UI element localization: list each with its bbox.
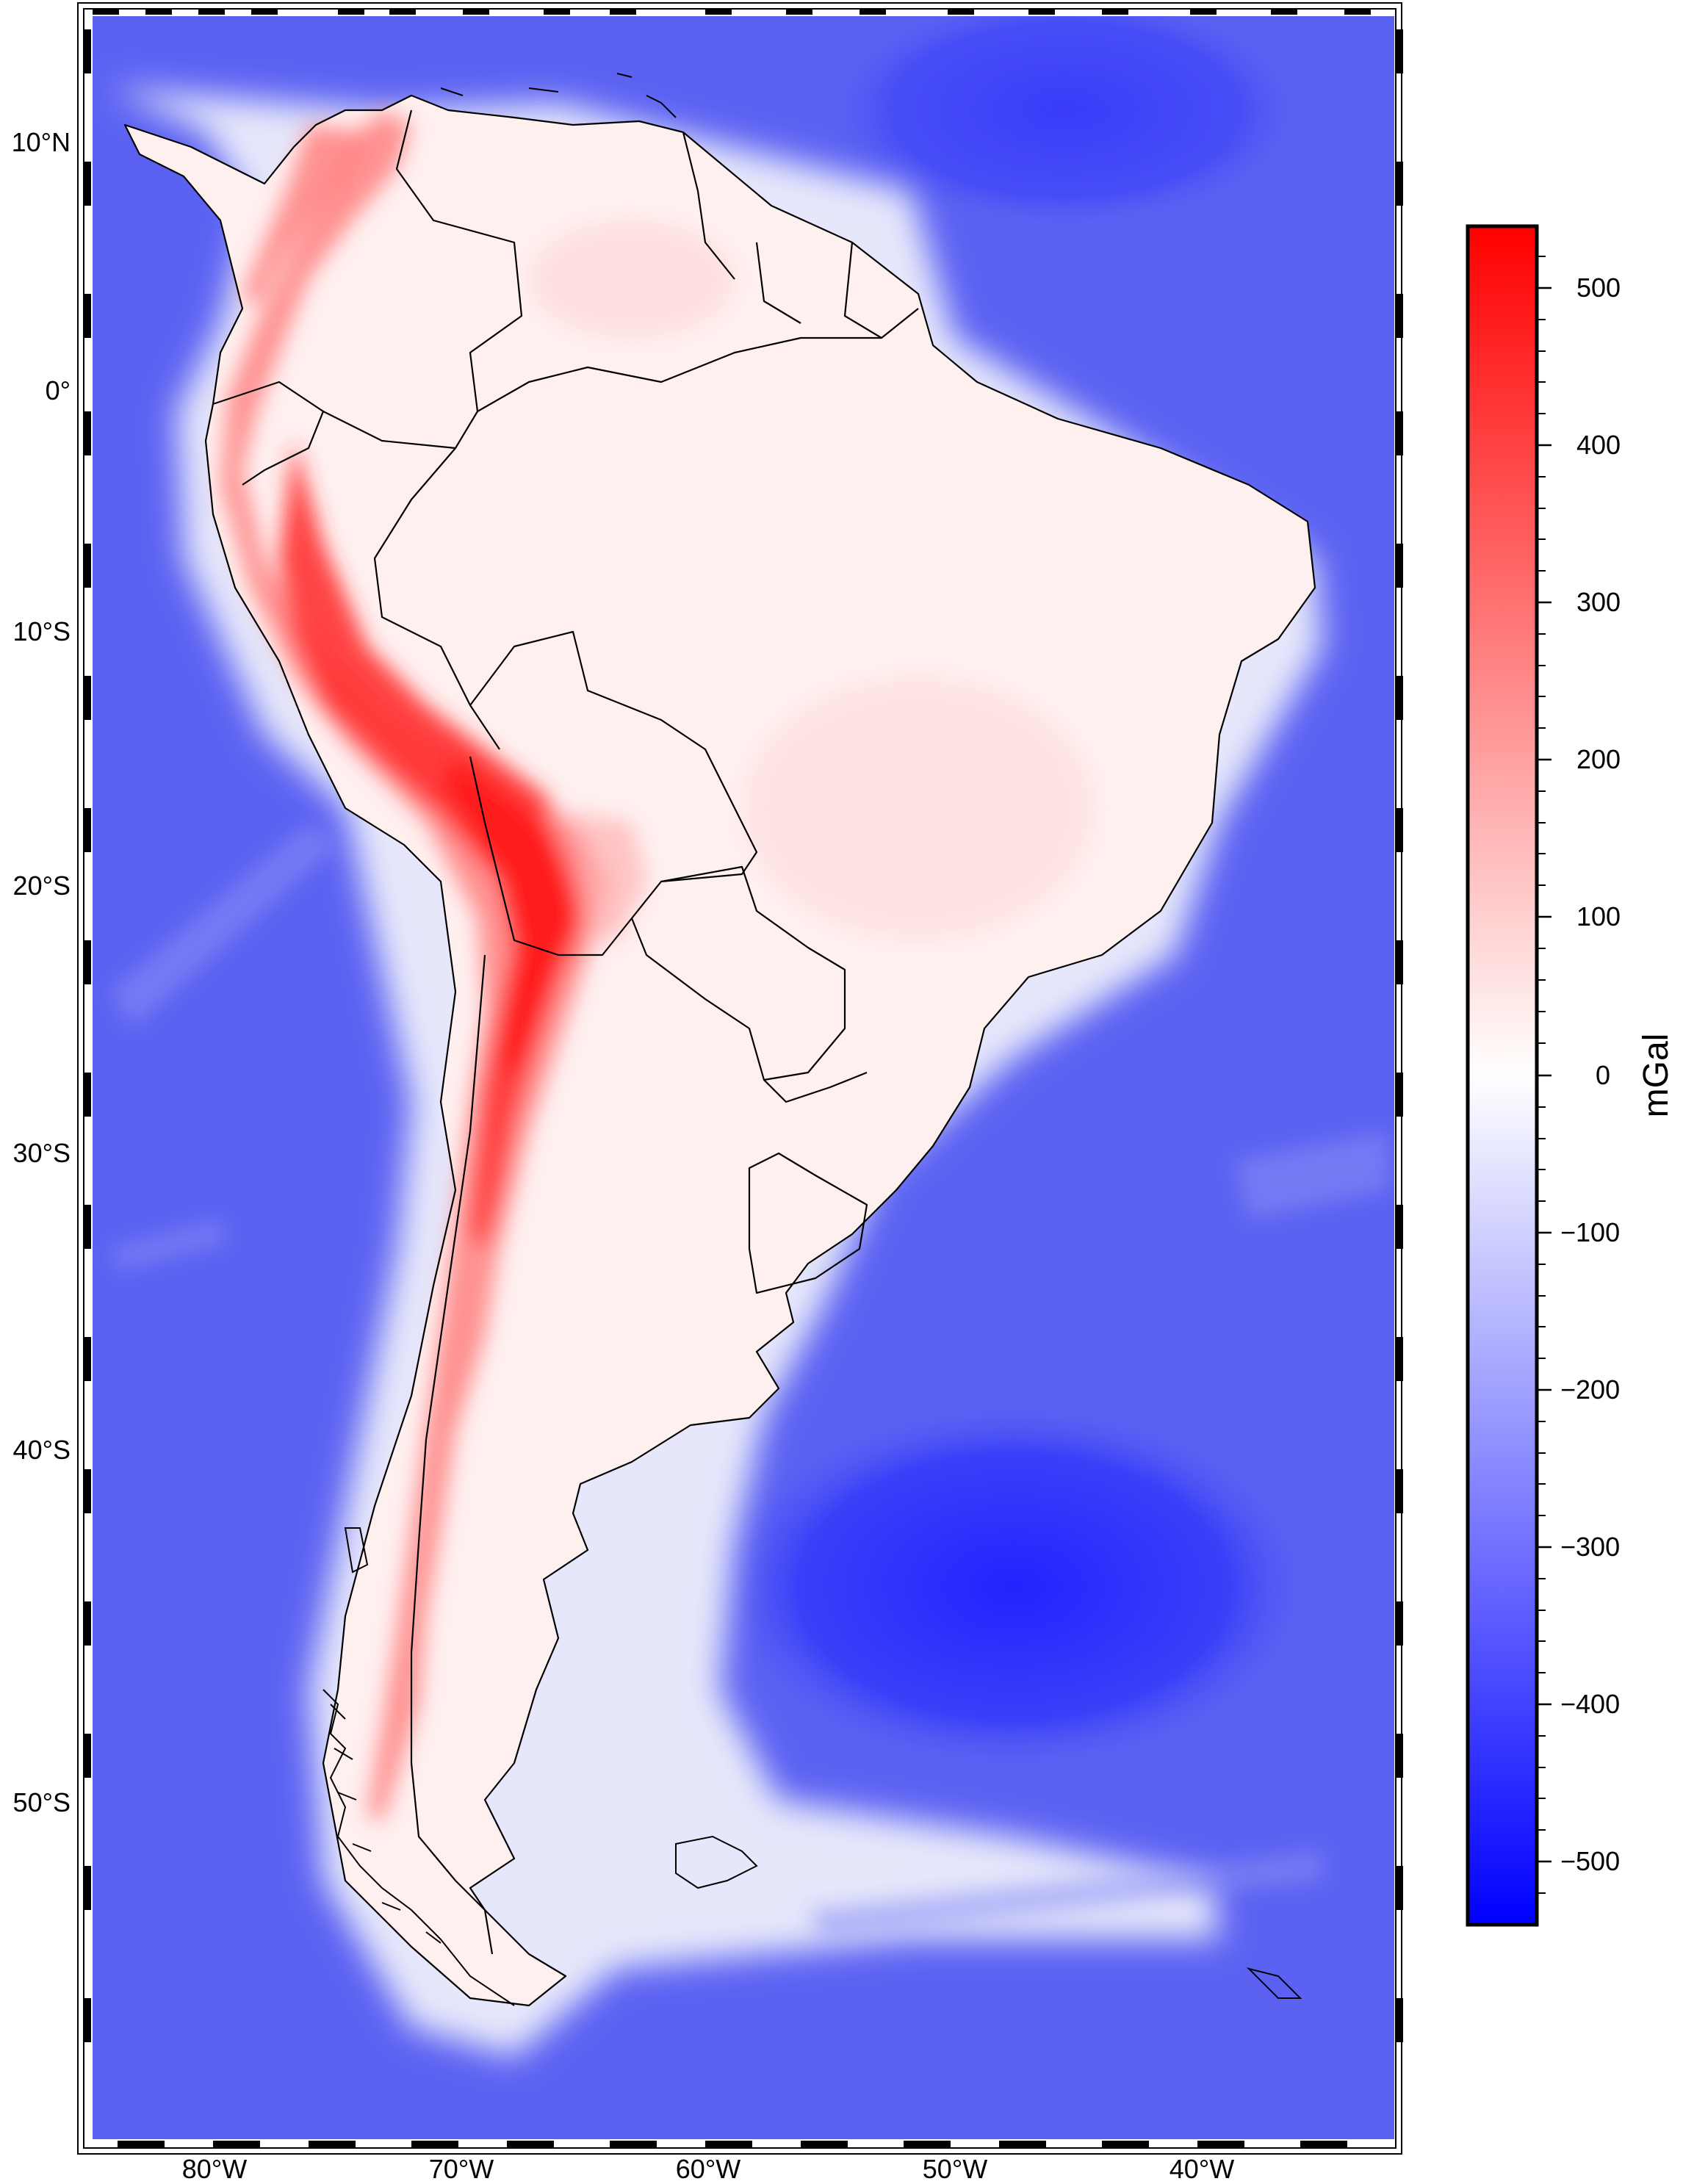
colorbar: 500 400 300 200 100 0 −100 −200 −300 −40…: [1466, 224, 1676, 1927]
lon-label: 80°W: [182, 2154, 247, 2184]
offshore-ridges: [110, 823, 1388, 1939]
colorbar-label: 200: [1576, 744, 1621, 774]
gravity-field: [93, 16, 1394, 2139]
border-paraguay: [630, 865, 846, 1081]
falkland-islands: [675, 1835, 758, 1889]
frame-checker-left: [84, 29, 91, 2042]
borders: [123, 94, 1316, 2007]
colorbar-label: 0: [1596, 1060, 1610, 1090]
caribbean-islands: [440, 73, 677, 118]
border-ecuador-peru: [212, 381, 325, 486]
border-argentina-brazil: [763, 1071, 868, 1103]
andes-anomaly: [220, 110, 646, 1822]
atlantic-basin-low: [705, 1396, 1322, 1778]
border-brazil-north: [477, 308, 919, 412]
lat-label: 0°: [46, 375, 71, 406]
lat-label: 50°S: [13, 1787, 71, 1817]
frame-checker-top: [93, 9, 1371, 15]
colorbar-unit: mGal: [1637, 1034, 1676, 1118]
border-bolivia: [469, 630, 758, 956]
patagonia-fjords: [322, 1689, 515, 2006]
lat-label: 10°N: [12, 127, 71, 157]
frame-checker-bottom: [118, 2141, 1347, 2148]
frame-checker-right: [1396, 29, 1403, 2042]
colorbar-label: −200: [1560, 1374, 1620, 1405]
caribbean-low: [815, 16, 1315, 235]
border-uruguay: [748, 1152, 868, 1294]
colorbar-label: −100: [1560, 1217, 1620, 1247]
lon-label: 40°W: [1170, 2154, 1234, 2184]
lat-label: 30°S: [13, 1138, 71, 1168]
coastline: [123, 94, 1316, 2007]
guiana-shield-anomaly: [529, 220, 735, 338]
lon-label: 70°W: [429, 2154, 494, 2184]
colorbar-minor-ticks: [1537, 256, 1546, 1894]
colorbar-major-ticks: [1537, 286, 1552, 1863]
border-colombia-peru: [322, 411, 478, 450]
lon-label: 50°W: [923, 2154, 987, 2184]
colorbar-label: −400: [1560, 1689, 1620, 1719]
lat-label: 20°S: [13, 871, 71, 901]
latitude-axis: 10°N 0° 10°S 20°S 30°S 40°S 50°S: [12, 127, 71, 1817]
brazil-highland-anomaly: [742, 676, 1095, 940]
lat-label: 10°S: [13, 616, 71, 646]
south-georgia: [1246, 1967, 1302, 1999]
border-suriname-guiana: [843, 242, 882, 339]
colorbar-tick-labels: 500 400 300 200 100 0 −100 −200 −300 −40…: [1560, 273, 1621, 1876]
lat-label: 40°S: [13, 1435, 71, 1465]
border-colombia-venezuela: [395, 109, 523, 412]
colorbar-ramp: [1466, 224, 1539, 1927]
border-guyana-suriname: [755, 242, 801, 324]
border-venezuela-guyana: [682, 131, 735, 280]
longitude-axis: 80°W 70°W 60°W 50°W 40°W: [182, 2154, 1234, 2184]
colorbar-label: 500: [1576, 273, 1621, 303]
colorbar-label: 400: [1576, 430, 1621, 460]
chiloe-island: [344, 1527, 369, 1574]
colorbar-label: 300: [1576, 587, 1621, 617]
lon-label: 60°W: [676, 2154, 740, 2184]
border-argentina-chile: [410, 954, 494, 1955]
colorbar-label: −500: [1560, 1846, 1620, 1876]
colorbar-label: −300: [1560, 1532, 1620, 1562]
colorbar-label: 100: [1576, 901, 1621, 931]
islands: [344, 73, 1302, 1999]
